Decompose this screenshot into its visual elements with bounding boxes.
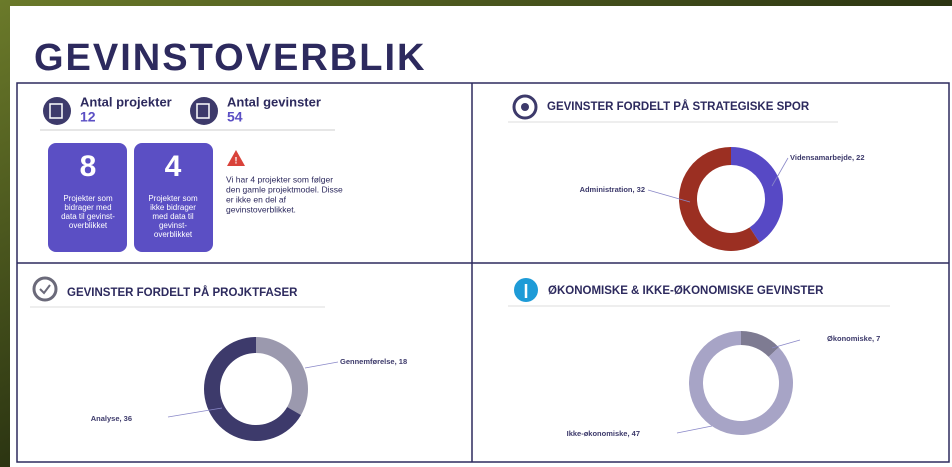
donut-slice (679, 147, 760, 251)
panel-icon (512, 94, 538, 120)
data-label: Ikke-økonomiske, 47 (567, 429, 640, 438)
data-label: Analyse, 36 (91, 414, 132, 423)
page-title: GEVINSTOVERBLIK (34, 37, 426, 79)
stat-icon (43, 97, 71, 125)
stat-card (48, 143, 127, 252)
card-text: Projekter som (63, 194, 113, 203)
donut-slice (203, 337, 302, 442)
card-text: gevinst- (159, 221, 187, 230)
panel-title: GEVINSTER FORDELT PÅ STRATEGISKE SPOR (547, 100, 810, 113)
leader-line (647, 189, 691, 203)
stat-icon-glyph (49, 103, 63, 119)
card-text: overblikket (154, 230, 193, 239)
data-label: Økonomiske, 7 (827, 334, 880, 343)
donut-slice (741, 331, 779, 357)
warning-text: Vi har 4 projekter som følger (226, 174, 333, 184)
card-number: 4 (165, 150, 182, 183)
stat-label: Antal projekter (80, 94, 172, 109)
card-number: 8 (80, 150, 97, 183)
warning-text: er ikke en del af (226, 194, 287, 204)
stat-icon (190, 97, 218, 125)
panel-title: GEVINSTER FORDELT PÅ PROJKTFASER (67, 286, 298, 299)
stat-icon-glyph (196, 103, 210, 119)
donut-slice (731, 147, 784, 243)
leader-line (167, 407, 223, 418)
panel-title: ØKONOMISKE & IKKE-ØKONOMISKE GEVINSTER (548, 285, 824, 297)
card-text: overblikket (69, 221, 108, 230)
panel-icon (521, 103, 529, 111)
panel-icon (32, 276, 58, 302)
panel-grid (16, 82, 950, 463)
warning-text: den gamle projektmodel. Disse (226, 184, 343, 194)
warning-icon (227, 150, 245, 166)
data-label: Vidensamarbejde, 22 (790, 153, 864, 162)
stat-label: Antal gevinster (227, 94, 321, 109)
donut-slice (256, 337, 308, 415)
warning-glyph: ! (235, 155, 238, 165)
data-label: Administration, 32 (580, 185, 645, 194)
leader-line (771, 339, 801, 349)
data-label: Gennemførelse, 18 (340, 357, 407, 366)
leader-line (304, 361, 339, 369)
card-text: Projekter som (148, 194, 198, 203)
stat-card (134, 143, 213, 252)
panel-icon (39, 284, 51, 295)
leader-line (771, 157, 789, 187)
leader-line (676, 425, 713, 434)
warning-text: gevinstoverblikket. (226, 204, 296, 214)
underlines (30, 121, 890, 308)
card-text: bidrager med (64, 203, 111, 212)
card-text: ikke bidrager (150, 203, 196, 212)
card-text: data til gevinst- (61, 212, 115, 221)
stat-value: 54 (227, 109, 243, 125)
stat-value: 12 (80, 109, 96, 125)
card-text: med data til (152, 212, 194, 221)
